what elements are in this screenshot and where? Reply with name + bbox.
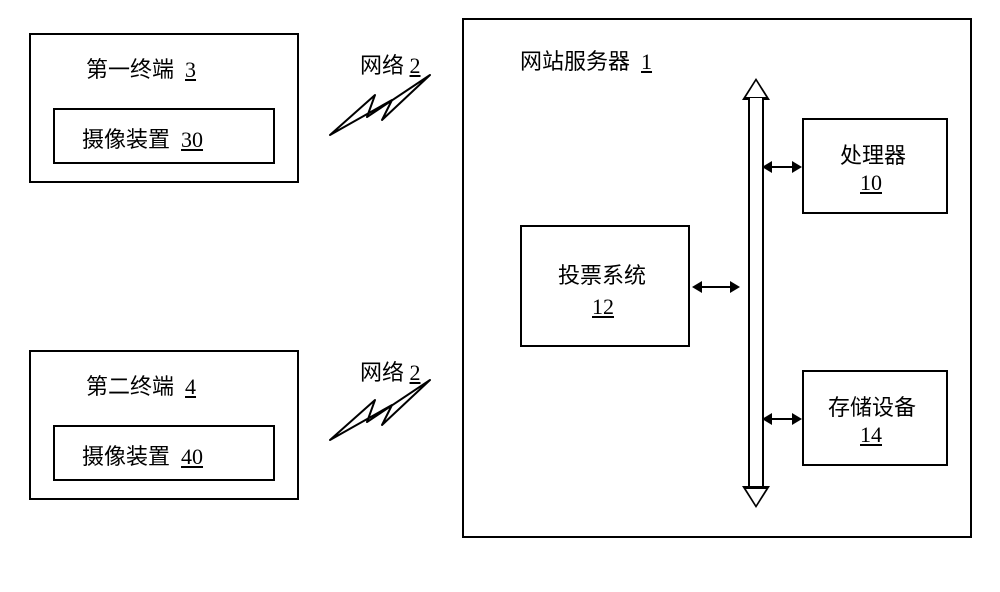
terminal-2-camera-text: 摄像装置 (82, 444, 170, 469)
terminal-2-label: 第二终端 4 (86, 369, 196, 401)
processor-arrow (772, 166, 792, 168)
terminal-1-label: 第一终端 3 (86, 52, 196, 84)
network-text-1: 网络 (360, 53, 404, 78)
voting-text: 投票系统 (558, 263, 646, 288)
terminal-1-camera-label: 摄像装置 30 (82, 122, 203, 154)
network-num-1: 2 (410, 53, 421, 78)
voting-arrow (702, 286, 730, 288)
processor-num-label: 10 (860, 170, 882, 196)
network-label-2: 网络 2 (360, 355, 421, 387)
voting-num-label: 12 (592, 294, 614, 320)
storage-num: 14 (860, 422, 882, 447)
voting-label: 投票系统 (558, 258, 646, 290)
terminal-1-camera-text: 摄像装置 (82, 127, 170, 152)
terminal-1-text: 第一终端 (86, 57, 174, 82)
terminal-2-camera-label: 摄像装置 40 (82, 439, 203, 471)
storage-arrow (772, 418, 792, 420)
terminal-2-camera-num: 40 (181, 444, 203, 469)
storage-num-label: 14 (860, 422, 882, 448)
voting-num: 12 (592, 294, 614, 319)
terminal-1-num: 3 (185, 57, 196, 82)
server-label: 网站服务器 1 (520, 44, 652, 76)
processor-num: 10 (860, 170, 882, 195)
terminal-2-text: 第二终端 (86, 374, 174, 399)
network-label-1: 网络 2 (360, 48, 421, 80)
network-num-2: 2 (410, 360, 421, 385)
terminal-2-num: 4 (185, 374, 196, 399)
storage-text: 存储设备 (828, 395, 916, 420)
diagram-canvas: 第一终端 3 摄像装置 30 第二终端 4 摄像装置 40 网络 2 网络 2 … (0, 0, 1000, 592)
server-bus (742, 78, 770, 508)
storage-label: 存储设备 (828, 390, 916, 422)
processor-text: 处理器 (840, 143, 906, 168)
server-num: 1 (641, 49, 652, 74)
server-text: 网站服务器 (520, 49, 630, 74)
processor-label: 处理器 (840, 138, 906, 170)
network-text-2: 网络 (360, 360, 404, 385)
terminal-1-camera-num: 30 (181, 127, 203, 152)
